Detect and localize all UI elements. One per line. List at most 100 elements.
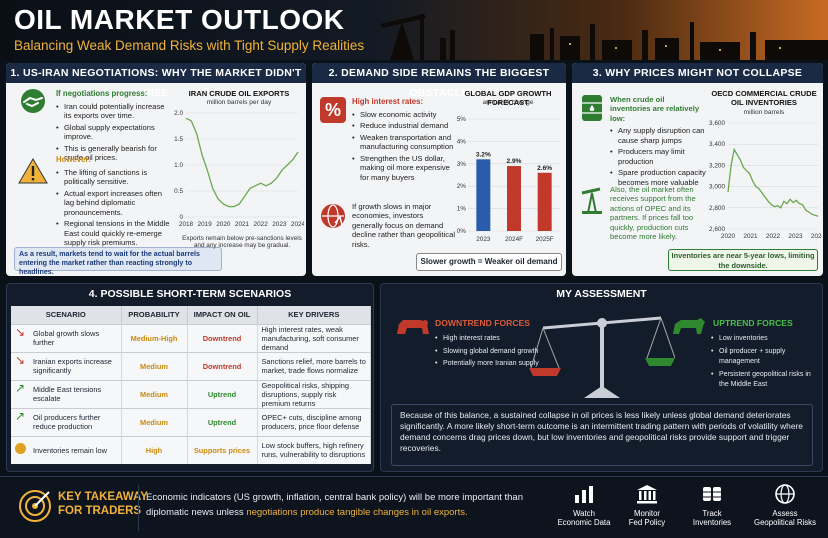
- progress-heading: If negotiations progress:: [56, 89, 148, 98]
- x-tick-label: 2024F: [505, 236, 523, 243]
- chart-title: GLOBAL GDP GROWTH FORECAST: [464, 89, 552, 107]
- probability-cell: Medium: [121, 407, 188, 436]
- bank-icon: [637, 485, 657, 504]
- y-tick-label: 0: [179, 214, 183, 221]
- x-tick-label: 2018: [179, 221, 194, 228]
- however-heading: However:: [56, 155, 92, 164]
- opec-text: Also, the oil market often receives supp…: [610, 185, 696, 242]
- list-item: Low inventories: [711, 334, 819, 345]
- section-heading: 2. DEMAND SIDE REMAINS THE BIGGEST OBSTA…: [312, 63, 566, 99]
- x-tick-label: 2023: [788, 233, 803, 240]
- y-tick-label: 4%: [457, 138, 467, 145]
- x-tick-label: 2021: [743, 233, 758, 240]
- percent-icon: %: [320, 97, 346, 123]
- x-tick-label: 2019: [198, 221, 213, 228]
- chart-unit: annual % change: [482, 99, 534, 106]
- y-tick-label: 2.0: [174, 110, 183, 117]
- page-title: OIL MARKET OUTLOOK: [14, 4, 345, 35]
- list-item: Weaken transportation and manufacturing …: [352, 133, 456, 152]
- footer: KEY TAKEAWAY FOR TRADERS Economic indica…: [0, 476, 828, 538]
- list-item: Slow economic activity: [352, 110, 456, 120]
- inventories-heading: When crude oil inventories are relativel…: [610, 95, 700, 123]
- takeaway-text: Economic indicators (US growth, inflatio…: [146, 492, 523, 518]
- globe-icon: [775, 484, 795, 504]
- bar-chart-icon: [575, 486, 593, 503]
- drivers-cell: OPEC+ cuts, discipline among producers, …: [257, 407, 371, 436]
- y-tick-label: 3,400: [709, 141, 725, 148]
- list-item: The lifting of sanctions is politically …: [56, 168, 174, 187]
- list-item: This is generally bearish for crude oil …: [56, 144, 174, 163]
- drivers-cell: High interest rates, weak manufacturing,…: [257, 323, 371, 352]
- scenario-cell: Inventories remain low: [33, 445, 107, 455]
- inventories-note: Inventories are near 5-year lows, limiti…: [668, 249, 818, 271]
- y-tick-label: 3,200: [709, 162, 725, 169]
- list-item: High interest rates: [435, 334, 555, 345]
- y-tick-label: 2,800: [709, 205, 725, 212]
- drivers-cell: Sanctions relief, more barrels to market…: [257, 351, 371, 380]
- chart-title: IRAN CRUDE OIL EXPORTS: [188, 89, 290, 98]
- probability-cell: Medium-High: [121, 323, 188, 352]
- action-watch-data: Watch Economic Data: [552, 483, 616, 528]
- y-tick-label: 1.0: [174, 162, 183, 169]
- x-tick-label: 2022: [254, 221, 269, 228]
- drivers-cell: Geopolitical risks, shipping disruptions…: [257, 379, 371, 408]
- x-tick-label: 2023: [272, 221, 287, 228]
- x-tick-label: 2022: [766, 233, 781, 240]
- trend-up-icon: ↗: [15, 409, 26, 423]
- section-heading: 4. POSSIBLE SHORT-TERM SCENARIOS: [88, 288, 292, 300]
- data-label: 3.2%: [476, 151, 491, 158]
- uptrend-list: Low inventories Oil producer + supply ma…: [711, 334, 819, 393]
- x-tick-label: 2021: [235, 221, 250, 228]
- section-heading: 1. US-IRAN NEGOTIATIONS: WHY THE MARKET …: [6, 63, 306, 99]
- handshake-icon: [21, 89, 45, 113]
- balance-scale-icon: [529, 316, 675, 398]
- chart-unit: million barrels: [743, 109, 785, 116]
- trend-up-icon: ↗: [15, 381, 26, 395]
- table-row: Inventories remain low High Supports pri…: [11, 435, 371, 464]
- x-tick-label: 2025F: [536, 236, 554, 243]
- page-subtitle: Balancing Weak Demand Risks with Tight S…: [14, 38, 365, 53]
- list-item: Strengthen the US dollar, making oil mor…: [352, 154, 456, 182]
- section-assessment: MY ASSESSMENT DOWNTREND FORCES High inte…: [380, 283, 823, 472]
- series-line: [185, 117, 299, 208]
- oil-barrel-icon: [582, 95, 602, 121]
- x-tick-label: 2023: [476, 236, 491, 243]
- section-heading: 3. WHY PRICES MIGHT NOT COLLAPSE: [572, 63, 823, 83]
- list-item: Spare production capacity becomes more v…: [610, 168, 706, 187]
- column-header: IMPACT ON OIL: [187, 306, 258, 324]
- chart-title: OECD COMMERCIAL CRUDE OIL INVENTORIES: [711, 89, 817, 107]
- table-row: ↘ Global growth slows further Medium-High…: [11, 323, 371, 352]
- y-tick-label: 0%: [457, 228, 467, 235]
- impact-cell: Supports prices: [187, 435, 258, 464]
- table-row: ↗ Oil producers further reduce production…: [11, 407, 371, 436]
- impact-cell: Downtrend: [187, 323, 258, 352]
- section-scenarios: 4. POSSIBLE SHORT-TERM SCENARIOS SCENARI…: [6, 283, 374, 472]
- growth-text: If growth slows in major economies, inve…: [352, 202, 456, 249]
- action-assess-risks: Assess Geopolitical Risks: [744, 483, 826, 528]
- action-monitor-fed: Monitor Fed Policy: [620, 483, 674, 528]
- header-banner: OIL MARKET OUTLOOK Balancing Weak Demand…: [0, 0, 828, 60]
- refinery-skyline-icon: [380, 14, 828, 60]
- bar: [507, 166, 521, 231]
- gdp-growth-chart: 5% 4% 3% 2% 1% 0% 3.2% 2023 2.9% 2024F 2.6% 2025F: [457, 116, 560, 243]
- pump-jack-icon: [581, 187, 602, 214]
- warning-icon: [18, 158, 48, 184]
- data-label: 2.9%: [506, 158, 521, 165]
- y-tick-label: 2,600: [709, 226, 725, 233]
- list-item: Oil producer + supply management: [711, 347, 819, 368]
- x-tick-label: 2024: [811, 233, 822, 240]
- bear-icon: [397, 320, 429, 334]
- list-item: Producers may limit production: [610, 147, 706, 166]
- x-tick-label: 2020: [721, 233, 736, 240]
- rates-heading: High interest rates:: [352, 97, 424, 106]
- list-item: Global supply expectations improve.: [56, 123, 174, 142]
- takeaway-line-1: KEY TAKEAWAY: [58, 491, 148, 503]
- list-item: Regional tensions in the Middle East cou…: [56, 219, 174, 247]
- scenario-cell: Global growth slows further: [33, 329, 100, 347]
- scenario-cell: Middle East tensions escalate: [33, 385, 102, 403]
- assessment-paragraph: Because of this balance, a sustained col…: [391, 404, 813, 466]
- scenarios-table: SCENARIO PROBABILITY IMPACT ON OIL KEY D…: [11, 306, 371, 464]
- probability-cell: High: [121, 435, 188, 464]
- section-heading: MY ASSESSMENT: [556, 288, 647, 300]
